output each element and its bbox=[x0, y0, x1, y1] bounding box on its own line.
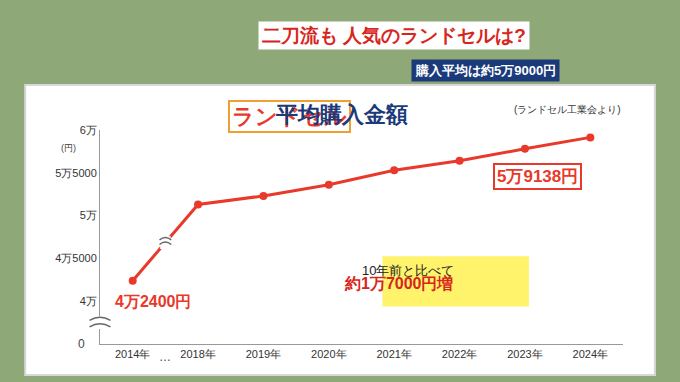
svg-text:(円): (円) bbox=[61, 143, 76, 153]
svg-text:2018年: 2018年 bbox=[180, 348, 215, 360]
svg-text:5万9138円: 5万9138円 bbox=[497, 167, 578, 186]
svg-text:二刀流も 人気のランドセルは?: 二刀流も 人気のランドセルは? bbox=[262, 25, 526, 46]
svg-text:10年前と比べて: 10年前と比べて bbox=[362, 263, 454, 278]
svg-text:…: … bbox=[159, 350, 171, 364]
svg-text:2019年: 2019年 bbox=[246, 348, 281, 360]
svg-text:4万2400円: 4万2400円 bbox=[115, 293, 192, 310]
svg-text:約1万7000円増: 約1万7000円増 bbox=[344, 274, 454, 292]
svg-text:2024年: 2024年 bbox=[573, 348, 608, 360]
svg-text:2021年: 2021年 bbox=[376, 348, 411, 360]
svg-text:0: 0 bbox=[78, 337, 85, 351]
svg-text:購入平均は約5万9000円: 購入平均は約5万9000円 bbox=[415, 63, 556, 78]
svg-text:5万5000: 5万5000 bbox=[55, 167, 97, 179]
svg-text:6万: 6万 bbox=[80, 124, 97, 136]
svg-text:ランドセル: ランドセル bbox=[232, 104, 347, 129]
svg-text:5万: 5万 bbox=[80, 209, 97, 221]
svg-text:2014年: 2014年 bbox=[115, 348, 150, 360]
svg-text:2022年: 2022年 bbox=[442, 348, 477, 360]
svg-text:2020年: 2020年 bbox=[311, 348, 346, 360]
svg-text:平均購入金額: 平均購入金額 bbox=[275, 102, 408, 127]
svg-text:4万: 4万 bbox=[80, 295, 97, 307]
svg-text:4万5000: 4万5000 bbox=[55, 252, 97, 264]
svg-text:2023年: 2023年 bbox=[507, 348, 542, 360]
svg-text:(ランドセル工業会より): (ランドセル工業会より) bbox=[514, 104, 621, 115]
